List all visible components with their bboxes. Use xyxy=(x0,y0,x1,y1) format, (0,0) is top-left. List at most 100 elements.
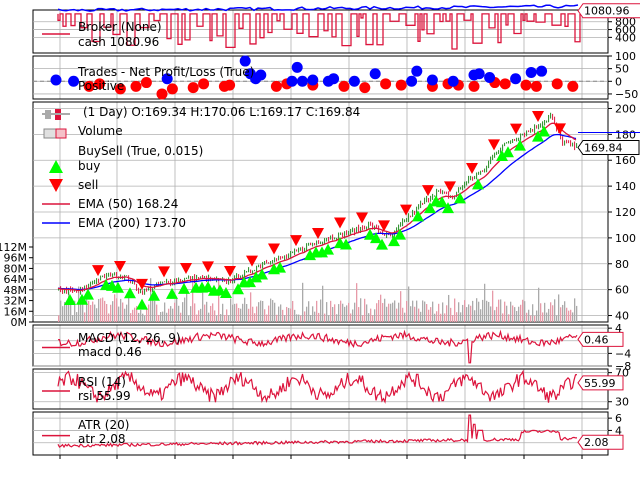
volume-bar xyxy=(264,309,266,322)
volume-bar xyxy=(564,301,566,322)
buy-marker xyxy=(322,243,334,255)
trade-loss-point xyxy=(130,80,142,92)
volume-bar xyxy=(266,314,268,322)
volume-bar xyxy=(466,307,468,322)
y-tick-label: 100 xyxy=(615,232,636,245)
volume-tick-label: 80M xyxy=(4,262,28,275)
volume-bar xyxy=(82,299,84,322)
volume-bar xyxy=(220,314,222,322)
volume-bar xyxy=(546,312,548,322)
volume-bar xyxy=(224,314,226,322)
legend-price-2: BuySell (True, 0.015) xyxy=(78,144,203,158)
volume-bar xyxy=(290,308,292,322)
buy-marker xyxy=(388,235,400,247)
last-close-tag: 169.84 xyxy=(584,142,623,155)
volume-bar xyxy=(300,315,302,322)
volume-bar xyxy=(540,303,542,322)
y-tick-label: 120 xyxy=(615,206,636,219)
volume-bar xyxy=(568,310,570,322)
volume-bar xyxy=(474,310,476,322)
volume-bar xyxy=(450,307,452,322)
volume-bar xyxy=(574,298,576,322)
volume-bar xyxy=(482,299,484,322)
legend-cash: cash 1080.96 xyxy=(78,35,159,49)
volume-bar xyxy=(544,302,546,322)
volume-bar xyxy=(190,306,192,322)
trade-loss-point xyxy=(380,78,392,90)
volume-bar xyxy=(98,298,100,322)
buy-marker xyxy=(376,238,388,250)
volume-bar xyxy=(114,294,116,322)
volume-bar xyxy=(146,308,148,322)
volume-bar xyxy=(490,306,492,322)
volume-bar xyxy=(360,298,362,322)
volume-bar xyxy=(72,315,74,322)
volume-bar xyxy=(430,307,432,322)
trade-profit-point xyxy=(239,55,251,67)
volume-bar xyxy=(534,315,536,322)
trade-loss-point xyxy=(83,80,95,92)
volume-bar xyxy=(404,312,406,322)
volume-bar xyxy=(134,307,136,322)
volume-bar xyxy=(230,298,232,322)
volume-bar xyxy=(86,294,88,322)
volume-bar xyxy=(358,307,360,322)
buy-marker xyxy=(424,202,436,214)
volume-bar xyxy=(554,299,556,322)
buy-marker xyxy=(316,246,328,258)
volume-bar xyxy=(218,280,220,322)
buy-marker xyxy=(256,268,268,280)
volume-bar xyxy=(364,298,366,322)
legend-swatch-buy xyxy=(49,160,63,173)
volume-bar xyxy=(390,303,392,322)
volume-bar xyxy=(550,302,552,322)
trade-loss-point xyxy=(395,79,407,91)
trade-loss-point xyxy=(140,77,152,89)
volume-bar xyxy=(372,315,374,322)
volume-bar xyxy=(110,304,112,322)
buy-marker xyxy=(148,289,160,301)
volume-bar xyxy=(570,309,572,322)
volume-bar xyxy=(398,302,400,322)
legend-price-6: EMA (200) 173.70 xyxy=(78,216,186,230)
volume-tick-label: 0M xyxy=(11,316,28,329)
trade-profit-point xyxy=(406,75,418,87)
volume-bar xyxy=(394,300,396,322)
volume-bar xyxy=(280,304,282,322)
volume-bar xyxy=(488,301,490,322)
buy-marker xyxy=(496,150,508,162)
volume-bar xyxy=(80,298,82,322)
sell-marker xyxy=(136,278,148,290)
volume-bar xyxy=(302,282,304,322)
trade-loss-point xyxy=(198,78,210,90)
volume-bar xyxy=(532,304,534,322)
volume-bar xyxy=(484,283,486,322)
legend-price-5: EMA (50) 168.24 xyxy=(78,197,178,211)
last-value-tag: 1080.96 xyxy=(584,5,630,18)
volume-bar xyxy=(558,294,560,322)
volume-bar xyxy=(346,305,348,322)
legend-price-1: Volume xyxy=(78,124,123,138)
volume-bar xyxy=(194,303,196,322)
trade-loss-point xyxy=(567,80,579,92)
volume-bar xyxy=(68,292,70,322)
y-tick-label: 30 xyxy=(615,396,629,409)
volume-bar xyxy=(172,308,174,322)
volume-bar xyxy=(130,313,132,322)
value-line xyxy=(57,4,579,12)
volume-bar xyxy=(348,302,350,322)
trade-loss-point xyxy=(359,82,371,94)
trade-loss-point xyxy=(270,80,282,92)
volume-bar xyxy=(102,297,104,322)
indicator-line-3 xyxy=(57,329,578,364)
indicator-tag-3: 0.46 xyxy=(584,333,609,346)
y-tick-label: 160 xyxy=(615,154,636,167)
y-tick-label: 80 xyxy=(615,258,629,271)
volume-bar xyxy=(552,305,554,322)
trade-profit-point xyxy=(447,75,459,87)
volume-bar xyxy=(520,304,522,322)
sell-marker xyxy=(290,235,302,247)
volume-bar xyxy=(416,300,418,322)
volume-bar xyxy=(160,312,162,322)
